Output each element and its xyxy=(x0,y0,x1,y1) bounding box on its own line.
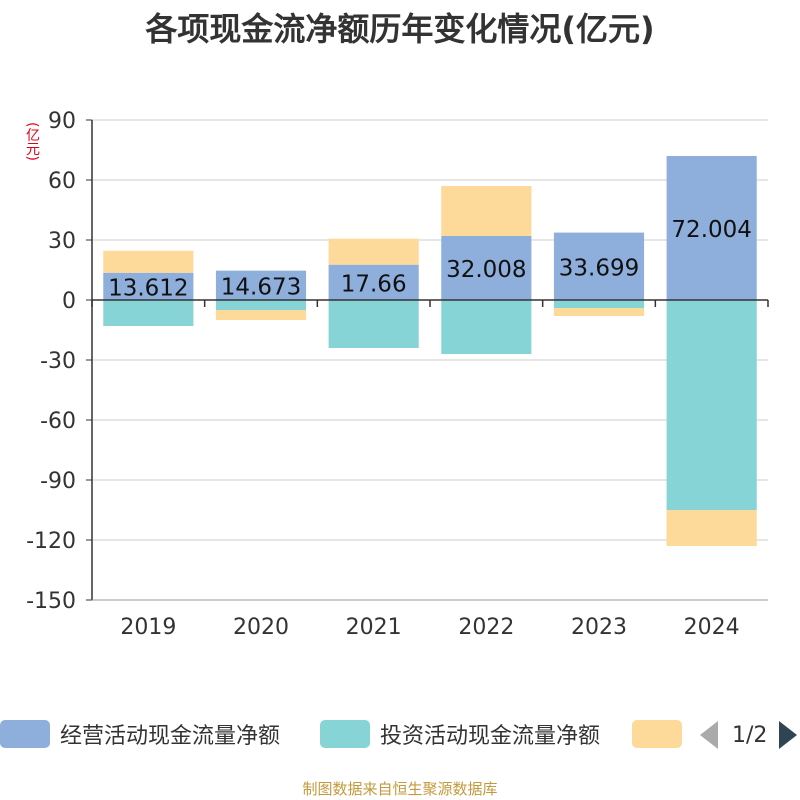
bar-investing-2024 xyxy=(666,300,757,510)
bar-operating-2023 xyxy=(553,232,645,300)
x-tick-label: 2024 xyxy=(684,615,740,640)
legend-item-investing[interactable]: 投资活动现金流量净额 xyxy=(320,716,600,752)
bar-financing-2019 xyxy=(103,250,194,273)
bar-investing-2022 xyxy=(441,300,532,354)
y-tick-label: 0 xyxy=(62,289,76,314)
bar-operating-2019 xyxy=(103,272,194,300)
bar-investing-2020 xyxy=(215,300,307,310)
bar-financing-2024 xyxy=(666,510,757,546)
stacked-bar-chart: 90 60 30 0 -30 -60 -90 -120 -150 13.612 14.673 17.6… xyxy=(26,109,769,640)
pager-prev-icon[interactable] xyxy=(700,721,718,749)
legend-pager: 1/2 xyxy=(700,720,798,750)
source-footer: 制图数据来自恒生聚源数据库 xyxy=(302,780,498,798)
bar-operating-2024 xyxy=(666,155,757,300)
y-tick-label: -30 xyxy=(40,349,76,374)
bar-financing-2023 xyxy=(553,308,645,316)
bar-operating-2022 xyxy=(441,235,532,300)
bar-investing-2021 xyxy=(328,300,419,348)
data-label: 17.66 xyxy=(341,271,407,297)
pager-text: 1/2 xyxy=(732,722,768,748)
bar-operating-2021 xyxy=(328,264,419,300)
pager-next-icon[interactable] xyxy=(779,721,798,749)
legend-swatch-financing xyxy=(632,720,682,748)
data-label: 14.673 xyxy=(221,274,301,300)
y-tick-label: 30 xyxy=(48,229,76,254)
x-tick-label: 2022 xyxy=(458,615,514,640)
data-label: 13.612 xyxy=(108,275,188,301)
legend-swatch-operating xyxy=(0,720,50,748)
bar-operating-2020 xyxy=(215,270,307,300)
data-label: 33.699 xyxy=(559,255,639,281)
y-axis-unit: (亿元) xyxy=(24,122,40,161)
bar-financing-2020 xyxy=(215,310,307,320)
bar-financing-2021 xyxy=(328,238,419,265)
legend-item-operating[interactable]: 经营活动现金流量净额 xyxy=(0,716,280,752)
y-tick-label: -150 xyxy=(26,589,76,614)
y-tick-label: -60 xyxy=(40,409,76,434)
chart-title: 各项现金流净额历年变化情况(亿元) xyxy=(145,10,655,48)
legend-swatch-investing xyxy=(320,720,370,748)
y-tick-label: -120 xyxy=(26,529,76,554)
bar-financing-2022 xyxy=(441,185,532,236)
legend-label-investing: 投资活动现金流量净额 xyxy=(380,724,601,749)
legend-item-financing[interactable] xyxy=(632,716,692,752)
x-tick-label: 2019 xyxy=(120,615,176,640)
legend: 经营活动现金流量净额 投资活动现金流量净额 xyxy=(0,716,800,752)
bar-investing-2019 xyxy=(103,300,194,326)
legend-label-operating: 经营活动现金流量净额 xyxy=(60,724,281,749)
bar-investing-2023 xyxy=(553,300,645,308)
x-tick-label: 2020 xyxy=(233,615,289,640)
y-tick-label: -90 xyxy=(40,469,76,494)
data-label: 72.004 xyxy=(671,217,751,243)
y-tick-label: 90 xyxy=(48,109,76,134)
x-tick-label: 2023 xyxy=(571,615,627,640)
y-tick-label: 60 xyxy=(48,169,76,194)
data-label: 32.008 xyxy=(446,257,526,283)
x-tick-label: 2021 xyxy=(346,615,402,640)
